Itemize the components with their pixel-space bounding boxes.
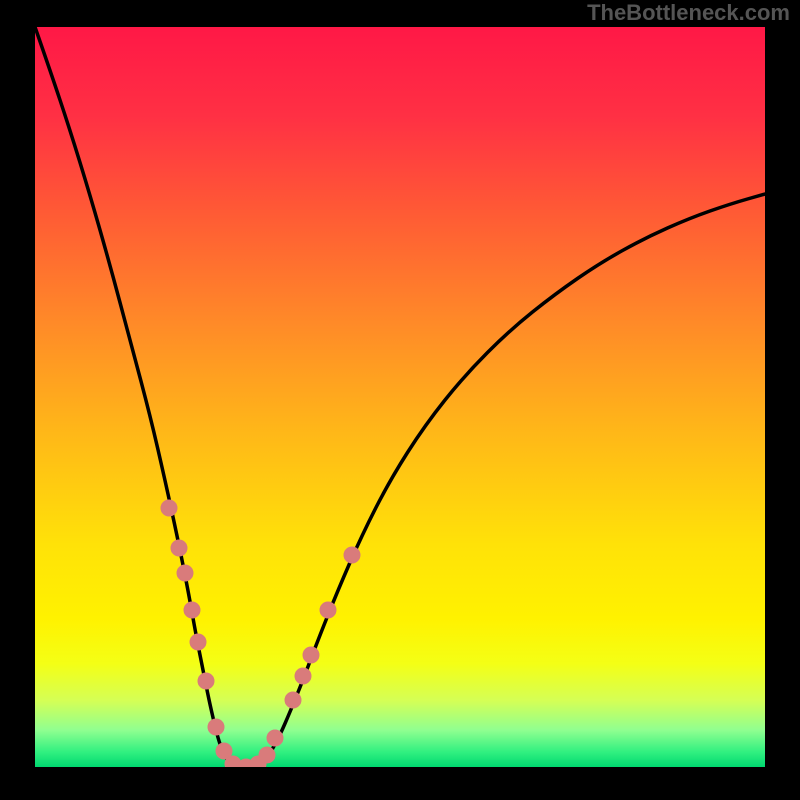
data-marker	[344, 547, 360, 563]
data-marker	[320, 602, 336, 618]
data-marker	[295, 668, 311, 684]
data-marker	[259, 747, 275, 763]
data-marker	[285, 692, 301, 708]
data-marker	[171, 540, 187, 556]
data-marker	[198, 673, 214, 689]
data-marker	[208, 719, 224, 735]
data-marker	[190, 634, 206, 650]
data-marker	[177, 565, 193, 581]
bottleneck-chart: TheBottleneck.com	[0, 0, 800, 800]
data-marker	[161, 500, 177, 516]
watermark-text: TheBottleneck.com	[587, 0, 790, 26]
data-marker	[303, 647, 319, 663]
chart-svg	[35, 27, 765, 767]
data-marker	[267, 730, 283, 746]
data-marker	[184, 602, 200, 618]
plot-area	[35, 27, 765, 767]
